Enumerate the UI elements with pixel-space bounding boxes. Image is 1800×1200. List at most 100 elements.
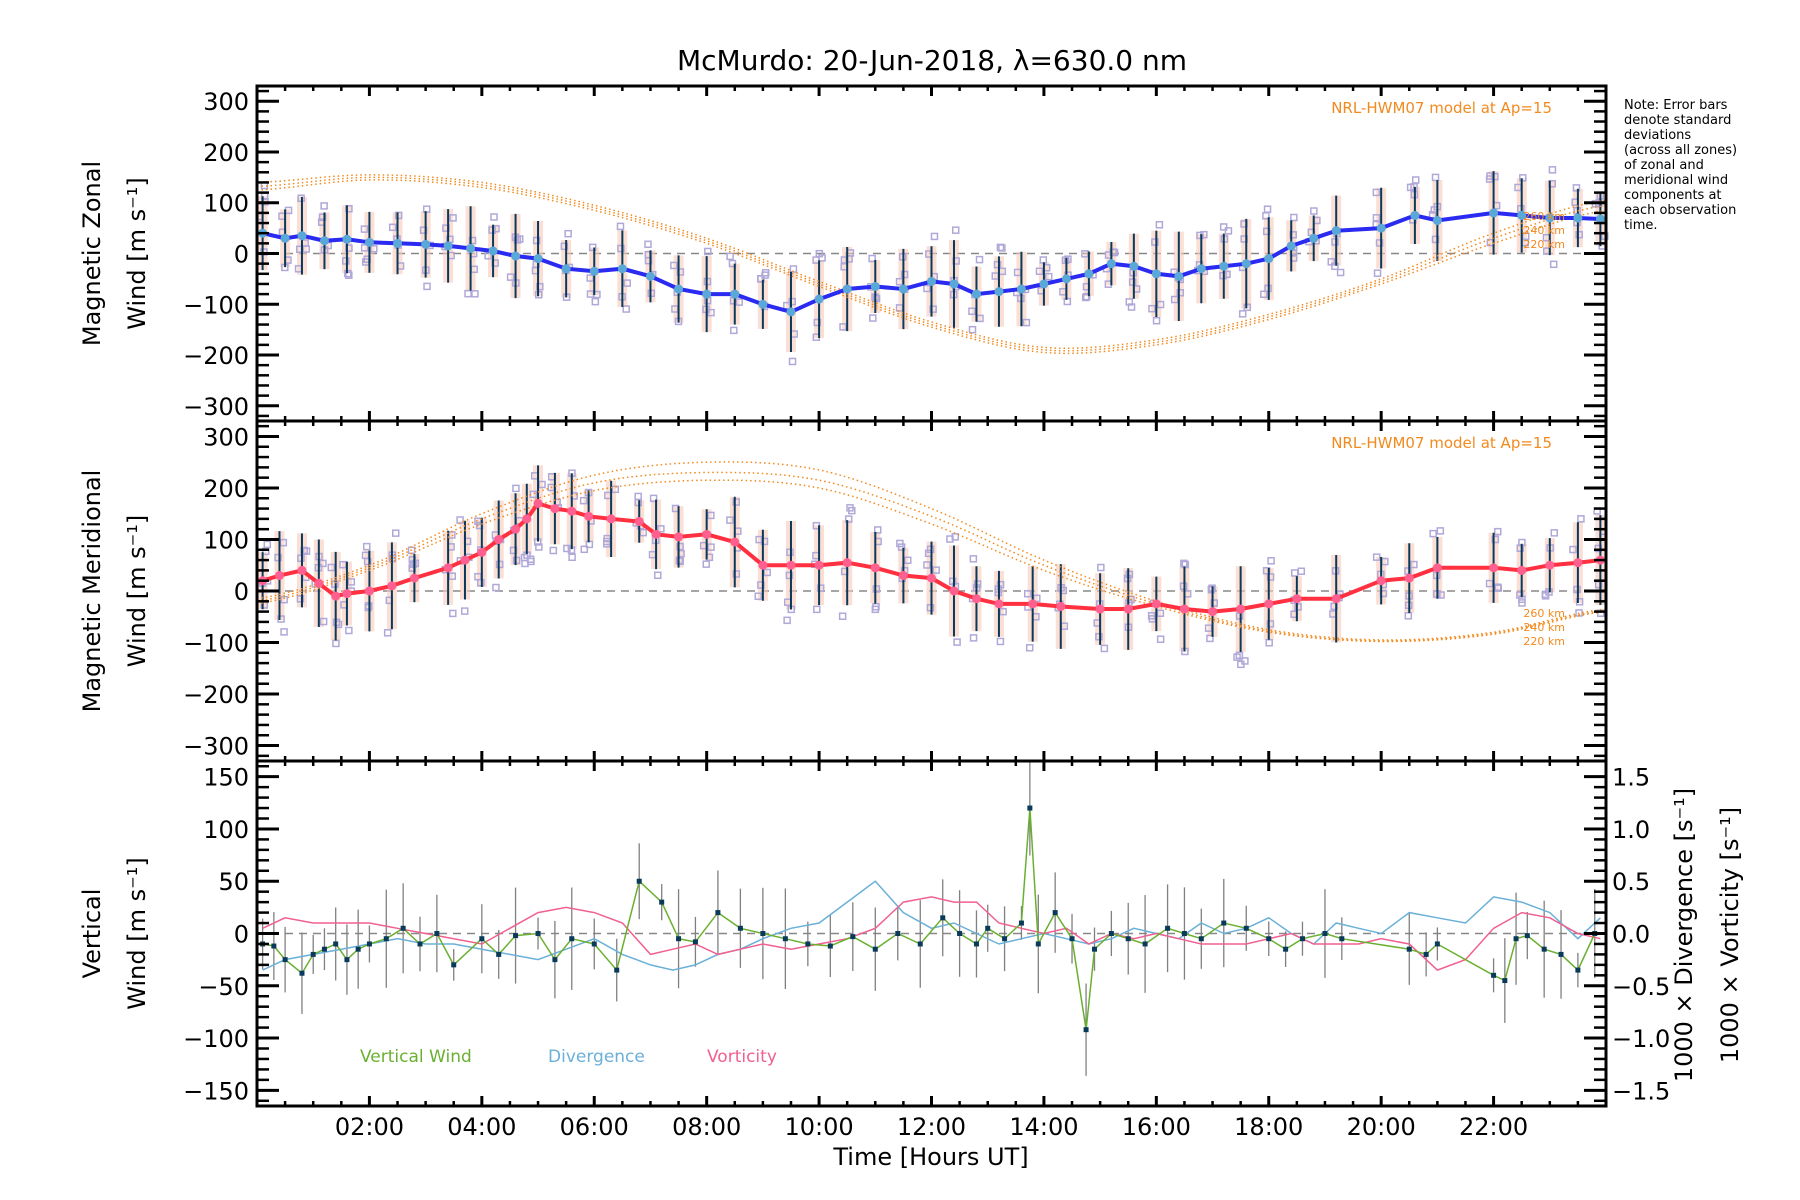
zonal-wind-point — [1174, 271, 1184, 281]
scatter-point — [1156, 635, 1165, 643]
scatter-point — [560, 242, 569, 251]
scatter-point — [521, 559, 529, 568]
scatter-point — [1148, 304, 1156, 313]
right-tick-label: 0.0 — [1612, 921, 1650, 949]
scatter-point — [1095, 632, 1103, 641]
scatter-point — [1372, 188, 1381, 197]
meridional-wind-point — [297, 565, 307, 575]
legend-vertical-wind: Vertical Wind — [360, 1047, 472, 1067]
scatter-point — [1147, 612, 1156, 620]
meridional-wind-point — [702, 529, 712, 539]
divergence-line — [262, 880, 1601, 971]
x-tick-label: 16:00 — [1122, 1113, 1191, 1141]
vertical-wind-point — [496, 951, 502, 957]
scatter-point — [580, 545, 589, 554]
scatter-point — [549, 546, 558, 555]
scatter-point — [993, 260, 1002, 269]
vertical-wind-point — [1083, 1027, 1089, 1033]
scatter-point — [761, 269, 770, 277]
zonal-wind-point — [393, 238, 403, 248]
scatter-point — [996, 580, 1005, 589]
vertical-wind-point — [1092, 946, 1098, 952]
y-tick-label: 100 — [203, 526, 249, 554]
scatter-point — [968, 307, 976, 316]
vertical-wind-point — [535, 931, 541, 936]
scatter-point — [1297, 567, 1306, 576]
scatter-point — [477, 578, 485, 587]
meridional-wind-point — [971, 594, 981, 604]
vertical-wind-point — [1165, 925, 1171, 931]
scatter-point — [783, 616, 791, 625]
scatter-point — [996, 637, 1005, 646]
vertical-wind-point — [1434, 941, 1440, 947]
zonal-wind-point — [814, 294, 824, 304]
meridional-wind-point — [387, 581, 397, 591]
scatter-point — [676, 542, 684, 551]
note-line: Note: Error bars — [1624, 98, 1728, 113]
y-tick-label: −100 — [183, 291, 249, 319]
note-line: denote standard — [1624, 113, 1731, 128]
zonal-wind-point — [1545, 213, 1555, 223]
scatter-point — [1219, 223, 1228, 231]
meridional-wind-point — [1517, 565, 1527, 575]
scatter-point — [1373, 269, 1382, 277]
meridional-wind-point — [567, 506, 577, 516]
right-tick-label: 0.5 — [1612, 868, 1650, 896]
scatter-point — [586, 274, 594, 282]
vertical-wind-point — [676, 936, 682, 942]
zonal-wind-point — [758, 299, 768, 309]
scatter-point — [968, 325, 977, 334]
zonal-wind-point — [1016, 284, 1026, 294]
vertical-wind-point — [383, 936, 389, 942]
y-axis-label: Wind [m s⁻¹] — [123, 515, 151, 667]
vertical-wind-point — [417, 941, 423, 947]
scatter-point — [1170, 295, 1179, 304]
scatter-point — [345, 626, 353, 635]
zonal-wind-point — [1309, 233, 1319, 243]
scatter-point — [1025, 643, 1034, 652]
scatter-point — [456, 516, 464, 524]
zonal-wind-point — [1106, 259, 1116, 269]
vertical-wind-point — [850, 934, 856, 940]
vertical-wind-point — [782, 936, 788, 942]
right-tick-label: −0.5 — [1612, 973, 1670, 1001]
y-tick-label: 300 — [203, 88, 249, 116]
right-tick-label: −1.5 — [1612, 1077, 1670, 1105]
zonal-wind-point — [342, 234, 352, 244]
zonal-wind-point — [870, 281, 880, 291]
meridional-wind-point — [1404, 573, 1414, 583]
vertical-wind-point — [659, 899, 665, 905]
right-tick-label: 1.5 — [1612, 764, 1650, 792]
scatter-point — [448, 572, 456, 580]
vertical-wind-point — [1322, 931, 1328, 936]
vertical-wind-point — [737, 925, 743, 931]
zonal-wind-point — [1595, 214, 1605, 224]
scatter-point — [707, 511, 715, 520]
vertical-wind-point — [344, 957, 350, 963]
scatter-point — [532, 236, 541, 245]
scatter-point — [1411, 176, 1420, 184]
vertical-wind-point — [1221, 920, 1227, 926]
meridional-wind-point — [927, 573, 936, 583]
scatter-point — [1233, 653, 1241, 661]
meridional-wind-point — [1208, 607, 1218, 617]
scatter-point — [1265, 638, 1273, 647]
vertical-wind-line — [262, 807, 1596, 1030]
scatter-point — [1572, 184, 1581, 192]
scatter-point — [844, 515, 853, 523]
meridional-wind-point — [606, 514, 616, 524]
scatter-point — [347, 578, 356, 586]
y-axis-label: Wind [m s⁻¹] — [123, 857, 151, 1009]
meridional-wind-line — [262, 501, 1601, 614]
note-line: each observation — [1624, 203, 1736, 218]
scatter-point — [1548, 166, 1557, 174]
meridional-wind-point — [730, 537, 740, 547]
scatter-point — [676, 268, 685, 276]
vertical-wind-point — [1513, 936, 1519, 942]
scatter-point — [726, 252, 734, 261]
scatter-point — [948, 577, 957, 585]
scatter-point — [1516, 591, 1524, 599]
vertical-wind-point — [1069, 936, 1075, 942]
scatter-point — [1336, 268, 1345, 277]
